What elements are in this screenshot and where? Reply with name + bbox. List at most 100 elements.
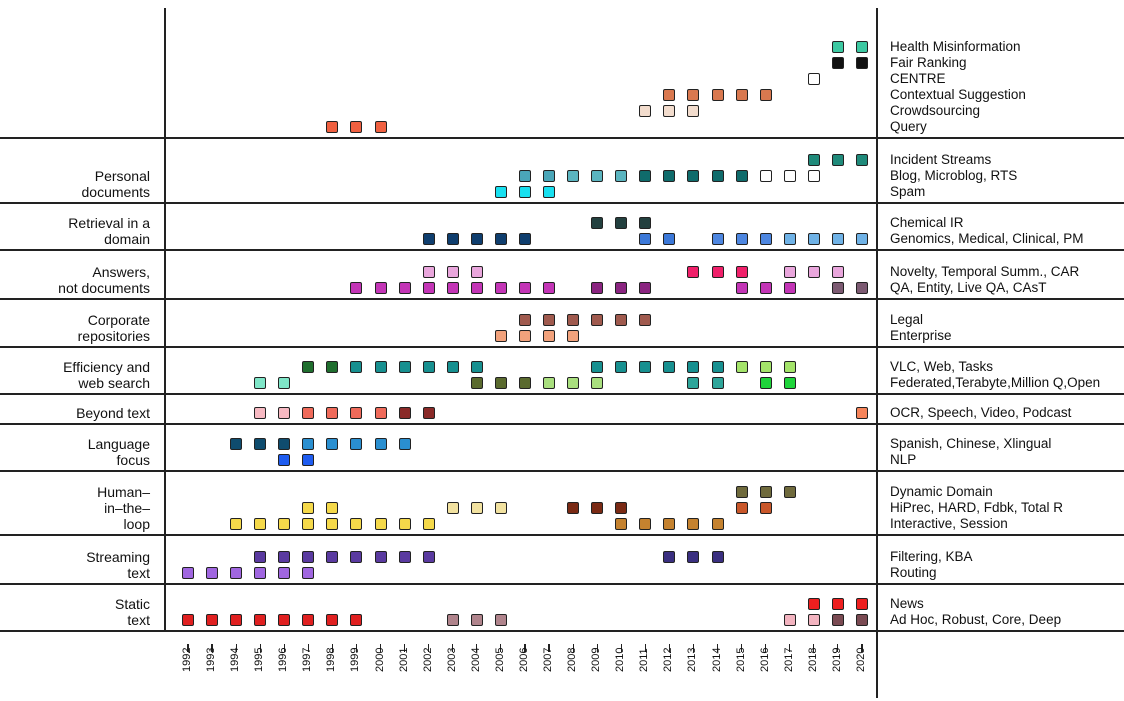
track-year-square	[398, 282, 411, 294]
track-year-square	[350, 518, 363, 530]
track-year-square	[591, 314, 604, 326]
track-year-square	[759, 502, 772, 514]
track-year-square	[302, 567, 315, 579]
year-tick-label: 2014	[710, 647, 723, 672]
track-year-square	[326, 502, 339, 514]
category-label: Efficiency and web search	[63, 359, 150, 391]
track-year-square	[615, 361, 628, 373]
track-label: Contextual Suggestion	[890, 87, 1026, 102]
track-year-square	[855, 282, 868, 294]
track-year-square	[278, 614, 291, 626]
track-year-square	[831, 41, 844, 53]
track-year-square	[278, 551, 291, 563]
track-label: CENTRE	[890, 71, 946, 86]
year-tick-label: 1999	[349, 647, 362, 672]
track-year-square	[639, 314, 652, 326]
track-year-square	[278, 438, 291, 450]
year-tick	[331, 644, 333, 652]
year-tick	[283, 644, 285, 652]
year-tick-label: 2008	[566, 647, 579, 672]
year-tick-label: 2018	[806, 647, 819, 672]
year-tick-label: 2019	[830, 647, 843, 672]
track-year-square	[855, 57, 868, 69]
track-label: Blog, Microblog, RTS	[890, 168, 1018, 183]
track-year-square	[206, 614, 219, 626]
track-year-square	[615, 282, 628, 294]
track-label: Filtering, KBA	[890, 549, 973, 564]
year-tick	[500, 644, 502, 652]
track-year-square	[518, 186, 531, 198]
track-year-square	[398, 518, 411, 530]
track-year-square	[326, 361, 339, 373]
track-label: Spanish, Chinese, Xlingual	[890, 436, 1052, 451]
track-label: Query	[890, 119, 927, 134]
year-tick	[259, 644, 261, 652]
year-tick	[355, 644, 358, 652]
track-year-square	[374, 121, 387, 133]
track-year-square	[783, 377, 796, 389]
track-year-square	[422, 518, 435, 530]
track-year-square	[470, 502, 483, 514]
year-tick-label: 2000	[373, 647, 386, 672]
year-tick-label: 2016	[758, 647, 771, 672]
year-tick-label: 1996	[277, 647, 290, 672]
track-label: Genomics, Medical, Clinical, PM	[890, 231, 1084, 246]
track-year-square	[711, 518, 724, 530]
track-year-square	[326, 614, 339, 626]
year-tick-label: 1995	[253, 647, 266, 672]
year-tick-label: 1998	[325, 647, 338, 672]
category-separator	[0, 630, 1124, 632]
track-label: Federated,Terabyte,Million Q,Open	[890, 375, 1101, 390]
track-year-square	[591, 170, 604, 182]
year-tick-label: 2012	[662, 647, 675, 672]
year-tick	[716, 644, 719, 652]
track-year-square	[350, 361, 363, 373]
track-year-square	[326, 551, 339, 563]
track-year-square	[543, 170, 556, 182]
track-year-square	[639, 105, 652, 117]
track-year-square	[422, 233, 435, 245]
track-label: Incident Streams	[890, 152, 992, 167]
track-year-square	[663, 361, 676, 373]
track-year-square	[446, 361, 459, 373]
track-year-square	[759, 282, 772, 294]
track-year-square	[807, 154, 820, 166]
track-year-square	[254, 551, 267, 563]
track-year-square	[494, 377, 507, 389]
track-year-square	[783, 233, 796, 245]
year-tick	[861, 644, 863, 652]
track-year-square	[855, 41, 868, 53]
track-year-square	[663, 170, 676, 182]
track-year-square	[543, 377, 556, 389]
track-year-square	[567, 170, 580, 182]
track-year-square	[855, 233, 868, 245]
track-year-square	[446, 502, 459, 514]
category-label: Beyond text	[76, 405, 150, 421]
category-label: Human– in–the– loop	[97, 484, 150, 532]
track-year-square	[278, 454, 291, 466]
track-year-square	[470, 282, 483, 294]
track-year-square	[254, 518, 267, 530]
track-year-square	[783, 282, 796, 294]
track-year-square	[735, 233, 748, 245]
track-year-square	[687, 361, 700, 373]
year-tick-label: 1993	[205, 647, 218, 672]
track-year-square	[350, 551, 363, 563]
category-label: Static text	[114, 596, 150, 628]
track-label: VLC, Web, Tasks	[890, 359, 994, 374]
track-year-square	[302, 438, 315, 450]
track-year-square	[278, 407, 291, 419]
track-year-square	[783, 361, 796, 373]
category-separator	[0, 346, 1124, 348]
category-label: Retrieval in a domain	[68, 215, 150, 247]
track-year-square	[230, 614, 243, 626]
track-year-square	[302, 614, 315, 626]
track-year-square	[711, 89, 724, 101]
track-year-square	[831, 614, 844, 626]
year-tick	[187, 644, 189, 652]
track-year-square	[663, 518, 676, 530]
category-separator	[0, 393, 1124, 395]
track-year-square	[494, 282, 507, 294]
track-year-square	[350, 282, 363, 294]
